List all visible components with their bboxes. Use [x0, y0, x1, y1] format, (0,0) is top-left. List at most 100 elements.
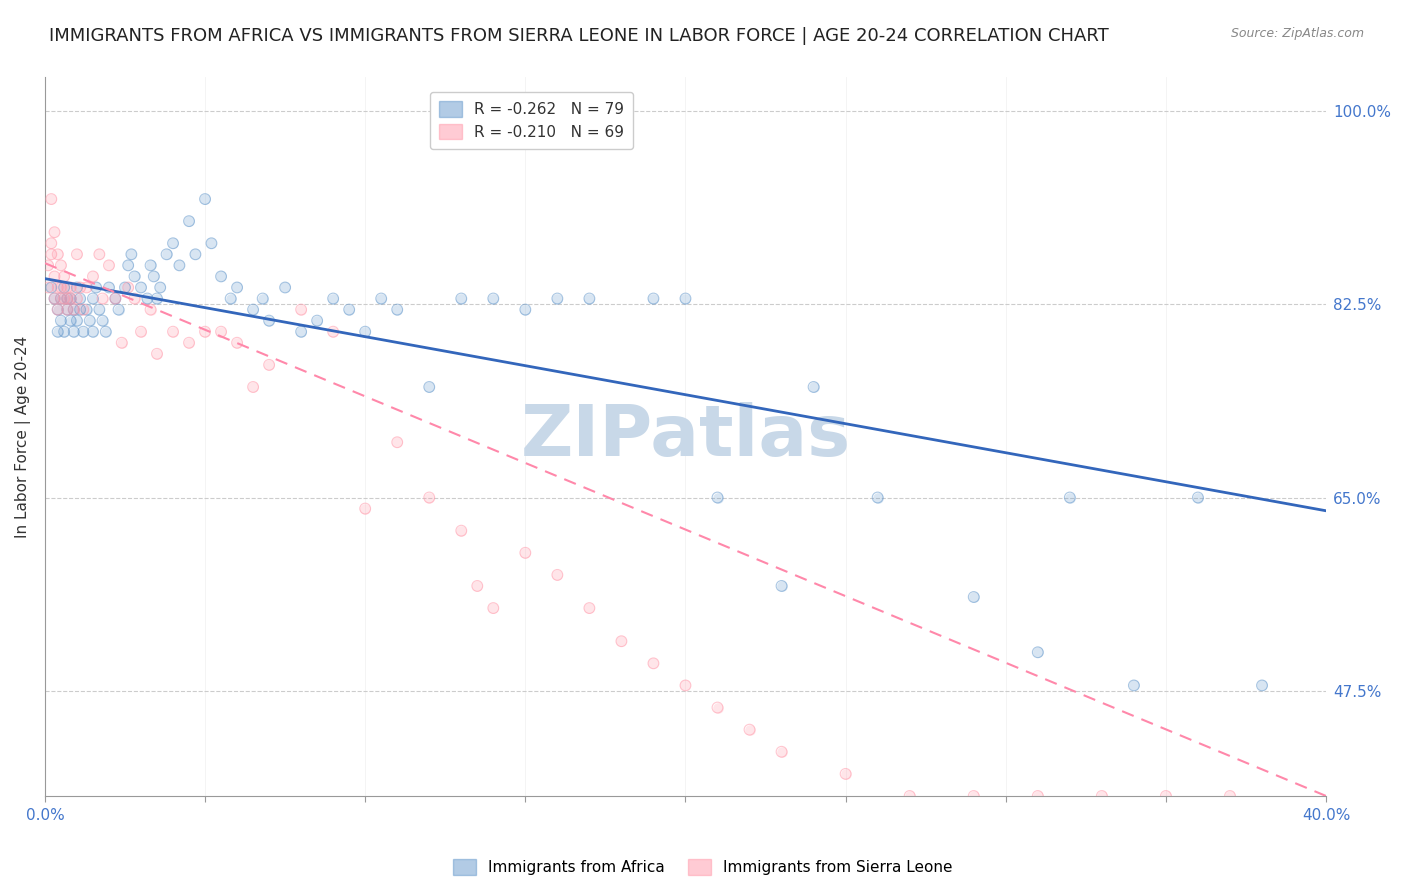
Point: [184, 247, 207, 261]
Point: [387, 302, 409, 317]
Point: [169, 258, 191, 272]
Point: [177, 335, 200, 350]
Point: [139, 302, 162, 317]
Point: [49, 292, 72, 306]
Point: [91, 313, 114, 327]
Point: [194, 325, 217, 339]
Point: [706, 491, 728, 505]
Point: [69, 280, 91, 294]
Point: [146, 347, 169, 361]
Point: [418, 380, 440, 394]
Point: [1251, 678, 1274, 692]
Point: [117, 258, 139, 272]
Point: [706, 700, 728, 714]
Point: [82, 269, 104, 284]
Point: [963, 789, 986, 803]
Point: [963, 789, 986, 803]
Point: [44, 292, 66, 306]
Point: [219, 292, 242, 306]
Point: [91, 292, 114, 306]
Point: [89, 302, 111, 317]
Point: [578, 292, 600, 306]
Point: [515, 302, 537, 317]
Point: [53, 292, 76, 306]
Point: [120, 247, 142, 261]
Point: [322, 292, 344, 306]
Point: [37, 258, 59, 272]
Point: [56, 302, 79, 317]
Point: [257, 313, 280, 327]
Point: [69, 292, 91, 306]
Point: [59, 292, 82, 306]
Point: [1122, 678, 1144, 692]
Point: [803, 380, 825, 394]
Point: [546, 567, 568, 582]
Point: [898, 789, 921, 803]
Point: [53, 269, 76, 284]
Point: [69, 302, 91, 317]
Point: [39, 247, 62, 261]
Point: [46, 280, 69, 294]
Point: [97, 258, 120, 272]
Point: [76, 302, 98, 317]
Point: [59, 292, 82, 306]
Point: [146, 292, 169, 306]
Point: [94, 325, 117, 339]
Point: [139, 258, 162, 272]
Point: [242, 380, 264, 394]
Point: [66, 313, 89, 327]
Point: [89, 302, 111, 317]
Point: [290, 325, 312, 339]
Point: [322, 325, 344, 339]
Point: [107, 302, 129, 317]
Point: [200, 236, 222, 251]
Point: [219, 292, 242, 306]
Point: [322, 325, 344, 339]
Point: [257, 313, 280, 327]
Point: [307, 313, 329, 327]
Point: [1026, 645, 1049, 659]
Point: [675, 678, 697, 692]
Point: [72, 302, 94, 317]
Point: [149, 280, 172, 294]
Point: [209, 325, 232, 339]
Point: [465, 579, 488, 593]
Point: [66, 247, 89, 261]
Point: [866, 491, 889, 505]
Point: [515, 546, 537, 560]
Point: [46, 247, 69, 261]
Point: [354, 501, 377, 516]
Point: [129, 280, 152, 294]
Point: [387, 435, 409, 450]
Point: [56, 280, 79, 294]
Point: [418, 491, 440, 505]
Point: [1251, 678, 1274, 692]
Point: [46, 302, 69, 317]
Point: [274, 280, 297, 294]
Point: [104, 292, 127, 306]
Point: [450, 292, 472, 306]
Point: [142, 269, 165, 284]
Point: [97, 280, 120, 294]
Point: [738, 723, 761, 737]
Point: [515, 546, 537, 560]
Point: [450, 524, 472, 538]
Point: [111, 335, 134, 350]
Point: [834, 767, 856, 781]
Point: [72, 325, 94, 339]
Point: [72, 325, 94, 339]
Point: [37, 258, 59, 272]
Point: [69, 302, 91, 317]
Point: [56, 302, 79, 317]
Point: [242, 302, 264, 317]
Point: [66, 313, 89, 327]
Point: [82, 292, 104, 306]
Point: [114, 280, 136, 294]
Point: [155, 247, 177, 261]
Point: [89, 247, 111, 261]
Point: [46, 302, 69, 317]
Point: [56, 280, 79, 294]
Point: [675, 292, 697, 306]
Point: [49, 280, 72, 294]
Point: [114, 280, 136, 294]
